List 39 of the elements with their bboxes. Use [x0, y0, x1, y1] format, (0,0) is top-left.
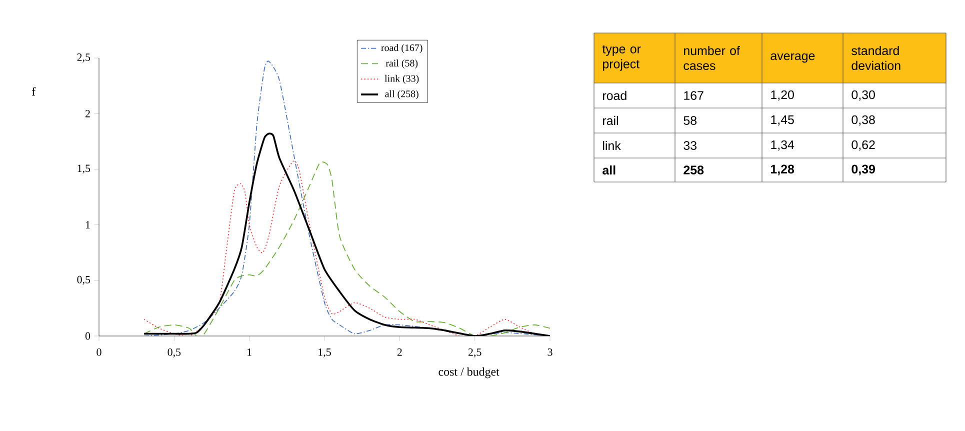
text: 0,62 — [852, 140, 875, 151]
text: 0,30 — [852, 90, 875, 101]
text: rail — [603, 116, 618, 126]
y-tick-label: 1,5 — [78, 164, 90, 174]
y-tick-label: 2 — [86, 110, 90, 118]
x-tick-label: 1 — [248, 348, 252, 356]
text: 0,38 — [852, 115, 875, 126]
legend-label: all (258) — [385, 90, 418, 100]
text: road — [603, 90, 626, 100]
text: 1,45 — [771, 115, 794, 126]
text: 1,20 — [771, 90, 794, 101]
text: all — [602, 165, 616, 175]
y-tick-label: 1 — [86, 221, 90, 228]
text: 167 — [684, 91, 704, 100]
text: 1,34 — [771, 140, 794, 151]
x-tick-label: 2 — [397, 348, 402, 356]
text: 58 — [684, 116, 697, 125]
y-tick-label: 0 — [85, 332, 90, 340]
x-tick-label: 3 — [548, 348, 552, 356]
legend-label: rail (58) — [386, 59, 418, 69]
x-tick-label: 0 — [96, 348, 102, 356]
y-axis-title: f — [32, 87, 36, 96]
text: type or project — [602, 45, 641, 71]
x-axis-title: cost / budget — [438, 367, 500, 378]
x-tick-label: 0,5 — [168, 348, 181, 358]
text: 0,39 — [852, 164, 875, 176]
text: link — [603, 140, 621, 150]
text: number of cases — [684, 46, 740, 70]
y-tick-label: 0,5 — [77, 276, 90, 285]
text: 1,28 — [770, 164, 794, 176]
text: 33 — [684, 141, 697, 150]
y-tick-label: 2,5 — [77, 54, 90, 62]
text: average — [770, 53, 815, 63]
legend-label: link (33) — [384, 74, 419, 84]
x-tick-label: 2,5 — [468, 348, 482, 358]
legend-label: road (167) — [381, 44, 422, 54]
text: standard deviation — [852, 46, 900, 70]
x-tick-label: 1,5 — [318, 348, 331, 358]
text: 258 — [684, 166, 704, 174]
